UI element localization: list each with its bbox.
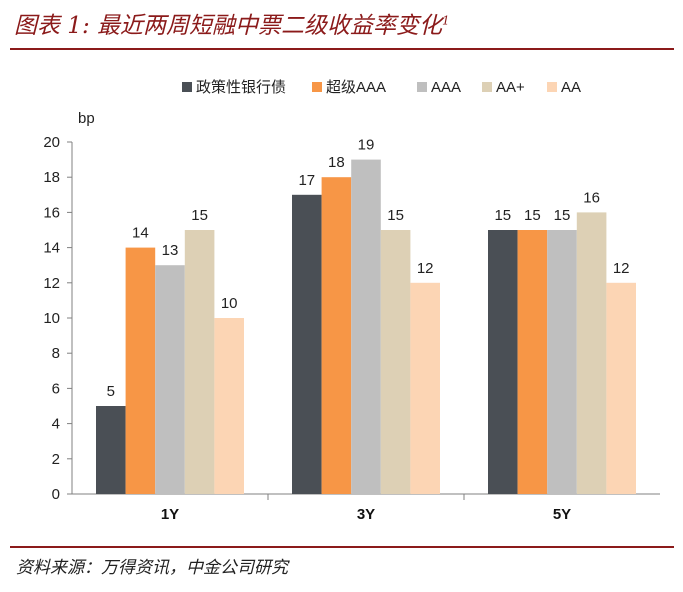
page-title: 图表 1: 最近两周短融中票二级收益率变化1	[14, 13, 450, 39]
bar	[410, 282, 440, 494]
data-labels: 5 14 13 15 10 17 18 19 15 12 15 15 15 16 12	[107, 137, 630, 400]
y-tick-label: 8	[52, 345, 60, 362]
legend-label: AAA	[431, 79, 461, 96]
legend-label: AA+	[496, 79, 525, 96]
y-tick-label: 18	[43, 169, 60, 186]
source-note: 资料来源：万得资讯，中金公司研究	[16, 558, 288, 578]
bar	[155, 265, 185, 494]
bar	[184, 230, 215, 494]
data-label: 15	[494, 207, 511, 224]
bar	[214, 318, 244, 494]
legend-swatch	[482, 82, 492, 92]
data-label: 14	[132, 225, 149, 242]
bar	[547, 230, 577, 494]
x-axis-categories: 1Y 3Y 5Y	[161, 494, 571, 523]
data-label: 10	[221, 295, 238, 312]
bar	[488, 230, 518, 494]
y-axis-ticks: 0 2 4 6 8 10 12 14 16 18 20	[43, 134, 72, 503]
legend-label: AA	[561, 79, 581, 96]
data-label: 12	[417, 260, 434, 277]
y-axis-label: bp	[78, 110, 95, 127]
bar	[125, 247, 156, 494]
data-label: 12	[613, 260, 630, 277]
y-tick-label: 0	[52, 486, 60, 503]
data-label: 19	[358, 137, 375, 154]
data-label: 16	[583, 189, 600, 206]
bar	[606, 282, 636, 494]
data-label: 13	[162, 242, 179, 259]
x-category-label: 5Y	[553, 506, 571, 523]
y-tick-label: 10	[43, 310, 60, 327]
legend-label: 政策性银行债	[196, 79, 286, 96]
data-label: 17	[298, 172, 315, 189]
data-label: 15	[524, 207, 541, 224]
title-divider	[10, 48, 674, 50]
y-tick-label: 20	[43, 134, 60, 151]
chart-bars	[96, 159, 636, 495]
bar	[351, 159, 381, 494]
legend-swatch	[312, 82, 322, 92]
legend-swatch	[417, 82, 427, 92]
chart-legend: 政策性银行债 超级AAA AAA AA+ AA	[182, 79, 581, 96]
bar	[380, 230, 411, 494]
y-tick-label: 16	[43, 204, 60, 221]
data-label: 5	[107, 383, 115, 400]
x-category-label: 3Y	[357, 506, 375, 523]
x-category-label: 1Y	[161, 506, 179, 523]
bar	[517, 230, 548, 494]
y-tick-label: 4	[52, 416, 60, 433]
data-label: 15	[191, 207, 208, 224]
y-tick-label: 12	[43, 275, 60, 292]
title-superscript: 1	[442, 13, 450, 28]
bar	[576, 212, 607, 494]
data-label: 15	[387, 207, 404, 224]
bar	[292, 194, 322, 495]
y-tick-label: 6	[52, 380, 60, 397]
data-label: 18	[328, 154, 345, 171]
legend-swatch	[182, 82, 192, 92]
y-tick-label: 14	[43, 240, 60, 257]
footer-divider	[10, 546, 674, 548]
bar	[321, 177, 352, 494]
data-label: 15	[554, 207, 571, 224]
y-tick-label: 2	[52, 451, 60, 468]
legend-label: 超级AAA	[326, 79, 386, 96]
bar	[96, 406, 126, 494]
legend-swatch	[547, 82, 557, 92]
